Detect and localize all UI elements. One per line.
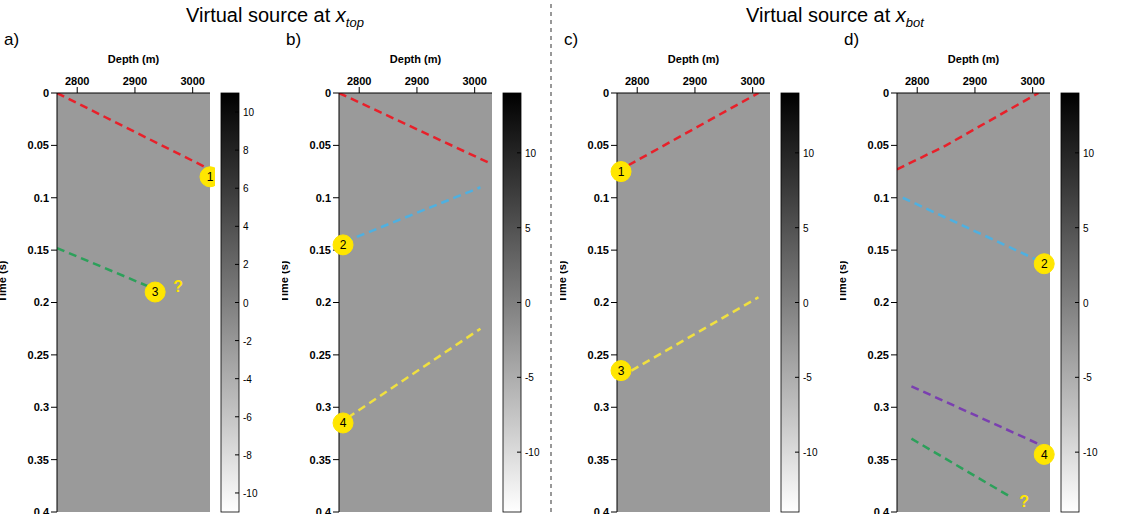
svg-text:Time (s): Time (s) <box>840 260 848 302</box>
svg-text:0.2: 0.2 <box>874 296 889 308</box>
svg-text:0.2: 0.2 <box>34 296 49 308</box>
svg-text:-5: -5 <box>1083 372 1092 383</box>
html-text:d): d) <box>844 30 860 49</box>
svg-text:5: 5 <box>1083 223 1089 234</box>
svg-text:-10: -10 <box>243 488 258 499</box>
html-text:b): b) <box>286 30 302 49</box>
svg-text:-10: -10 <box>1083 447 1098 458</box>
svg-text:0.3: 0.3 <box>594 401 609 413</box>
svg-text:2900: 2900 <box>123 75 147 87</box>
svg-text:3: 3 <box>152 285 159 299</box>
svg-text:2900: 2900 <box>683 75 707 87</box>
svg-text:1: 1 <box>207 170 214 184</box>
svg-text:0.35: 0.35 <box>868 454 889 466</box>
svg-text:10: 10 <box>803 148 815 159</box>
svg-text:0: 0 <box>43 87 49 99</box>
svg-text:0: 0 <box>243 298 249 309</box>
svg-text:0.05: 0.05 <box>588 139 609 151</box>
svg-text:0.35: 0.35 <box>310 454 331 466</box>
svg-text:2800: 2800 <box>65 75 89 87</box>
svg-text:2: 2 <box>1041 257 1048 271</box>
svg-text:0.05: 0.05 <box>310 139 331 151</box>
svg-text:0.4: 0.4 <box>874 506 890 514</box>
svg-text:0.1: 0.1 <box>316 192 331 204</box>
svg-text:0.25: 0.25 <box>588 349 609 361</box>
svg-text:4: 4 <box>243 221 249 232</box>
svg-text:0.15: 0.15 <box>28 244 49 256</box>
svg-text:0.05: 0.05 <box>28 139 49 151</box>
svg-text:0.3: 0.3 <box>34 401 49 413</box>
svg-text:5: 5 <box>525 223 531 234</box>
svg-text:0.4: 0.4 <box>316 506 332 514</box>
svg-text:3000: 3000 <box>1020 75 1044 87</box>
svg-text:Time (s): Time (s) <box>282 260 290 302</box>
svg-text:0.15: 0.15 <box>868 244 889 256</box>
svg-text:0: 0 <box>525 298 531 309</box>
svg-text:0.15: 0.15 <box>588 244 609 256</box>
html-text:Virtual source at xtop: Virtual source at xtop <box>186 4 364 30</box>
svg-text:10: 10 <box>243 107 255 118</box>
svg-text:Time (s): Time (s) <box>560 260 568 302</box>
svg-text:0.25: 0.25 <box>868 349 889 361</box>
svg-text:0.4: 0.4 <box>34 506 50 514</box>
svg-text:0.25: 0.25 <box>28 349 49 361</box>
svg-text:0.2: 0.2 <box>594 296 609 308</box>
svg-text:0: 0 <box>803 298 809 309</box>
svg-text:2800: 2800 <box>347 75 371 87</box>
svg-text:0.25: 0.25 <box>310 349 331 361</box>
svg-text:10: 10 <box>1083 148 1095 159</box>
svg-text:Depth (m): Depth (m) <box>390 55 442 65</box>
svg-text:0.1: 0.1 <box>874 192 889 204</box>
svg-text:?: ? <box>173 278 183 295</box>
svg-text:0.35: 0.35 <box>28 454 49 466</box>
svg-text:Depth (m): Depth (m) <box>668 55 720 65</box>
svg-text:0: 0 <box>325 87 331 99</box>
svg-text:-5: -5 <box>525 372 534 383</box>
svg-text:Depth (m): Depth (m) <box>108 55 160 65</box>
svg-text:Time (s): Time (s) <box>0 260 8 302</box>
svg-text:2800: 2800 <box>905 75 929 87</box>
svg-text:0.4: 0.4 <box>594 506 610 514</box>
svg-text:8: 8 <box>243 145 249 156</box>
svg-text:0.35: 0.35 <box>588 454 609 466</box>
svg-text:2: 2 <box>243 259 249 270</box>
svg-text:-10: -10 <box>803 447 818 458</box>
svg-text:4: 4 <box>1041 448 1048 462</box>
svg-text:?: ? <box>1019 493 1029 510</box>
svg-text:10: 10 <box>525 148 537 159</box>
svg-text:-5: -5 <box>803 372 812 383</box>
svg-text:-6: -6 <box>243 412 252 423</box>
svg-text:-10: -10 <box>525 447 540 458</box>
svg-text:2800: 2800 <box>625 75 649 87</box>
svg-text:0.05: 0.05 <box>868 139 889 151</box>
svg-text:-4: -4 <box>243 374 252 385</box>
svg-text:1: 1 <box>618 165 625 179</box>
svg-text:-2: -2 <box>243 336 252 347</box>
svg-text:0.3: 0.3 <box>874 401 889 413</box>
svg-text:0.2: 0.2 <box>316 296 331 308</box>
svg-text:0: 0 <box>1083 298 1089 309</box>
svg-text:0.1: 0.1 <box>34 192 49 204</box>
html-text:c): c) <box>564 30 579 49</box>
svg-text:0.15: 0.15 <box>310 244 331 256</box>
svg-text:3000: 3000 <box>180 75 204 87</box>
svg-text:0: 0 <box>883 87 889 99</box>
svg-text:Depth (m): Depth (m) <box>948 55 1000 65</box>
svg-text:3000: 3000 <box>740 75 764 87</box>
svg-text:4: 4 <box>340 416 347 430</box>
html-text:Virtual source at xbot: Virtual source at xbot <box>746 4 924 30</box>
svg-text:2900: 2900 <box>405 75 429 87</box>
svg-text:0.1: 0.1 <box>594 192 609 204</box>
html-text:a): a) <box>4 30 20 49</box>
svg-text:0.3: 0.3 <box>316 401 331 413</box>
svg-text:3: 3 <box>618 364 625 378</box>
svg-text:3000: 3000 <box>462 75 486 87</box>
svg-text:2900: 2900 <box>963 75 987 87</box>
svg-text:6: 6 <box>243 183 249 194</box>
svg-text:2: 2 <box>340 238 347 252</box>
svg-text:-8: -8 <box>243 450 252 461</box>
svg-text:5: 5 <box>803 223 809 234</box>
svg-text:0: 0 <box>603 87 609 99</box>
